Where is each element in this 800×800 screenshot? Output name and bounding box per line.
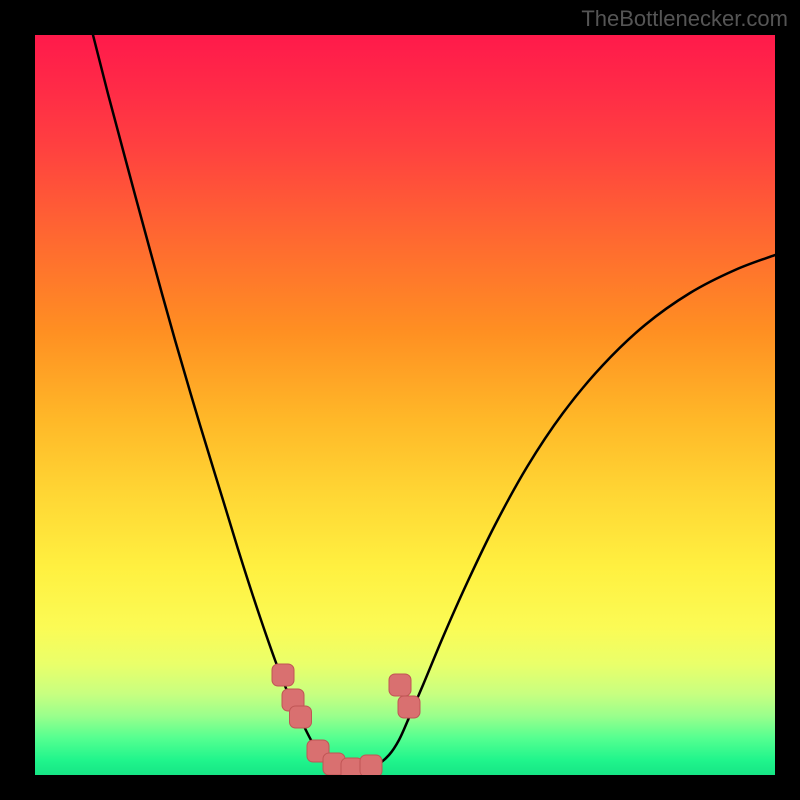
watermark-text: TheBottlenecker.com	[581, 6, 788, 32]
plot-area	[35, 35, 775, 775]
gradient-background	[35, 35, 775, 775]
